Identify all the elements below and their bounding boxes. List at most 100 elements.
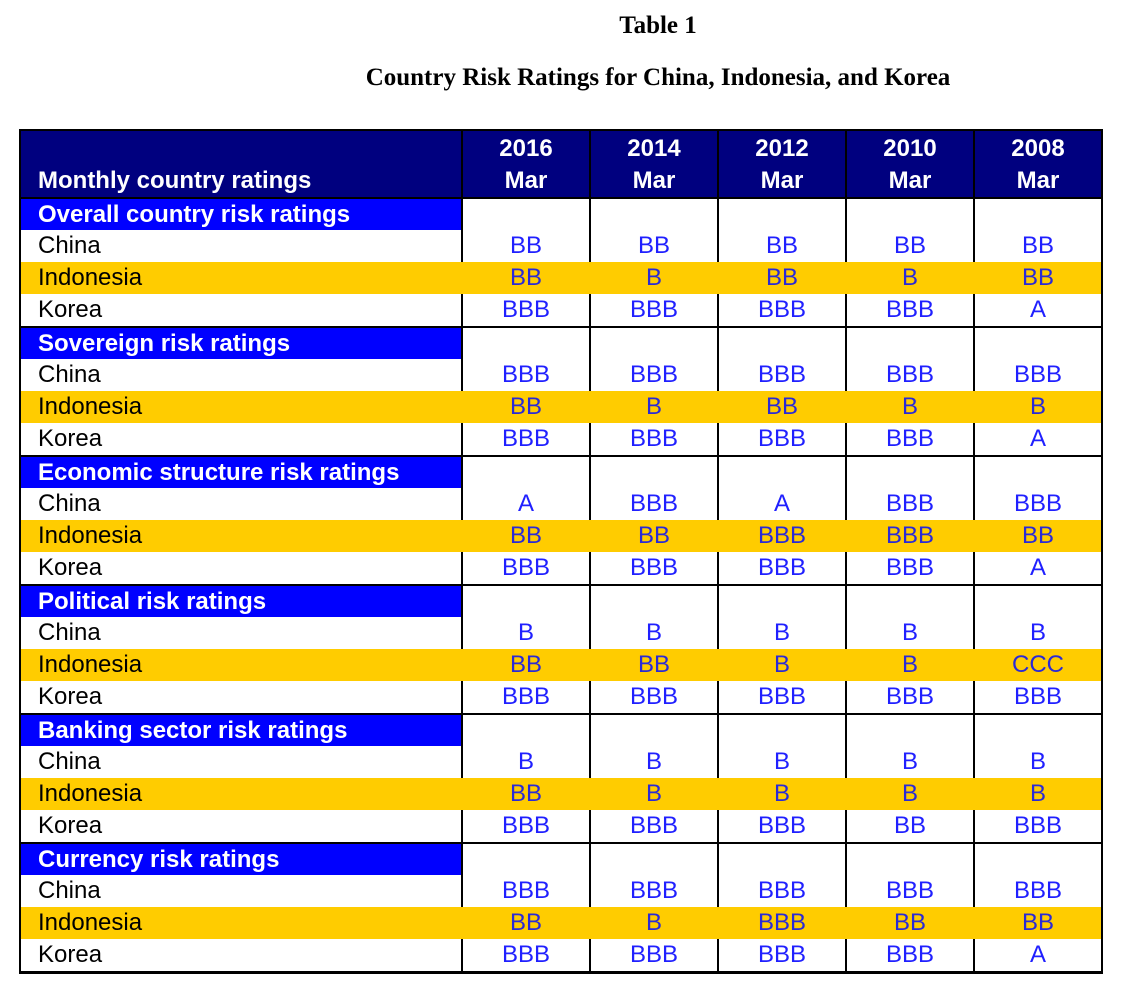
- header-column-2010: 2010 Mar: [845, 130, 974, 198]
- rating-cell: B: [461, 746, 590, 778]
- rating-cell: B: [589, 778, 718, 810]
- rating-cell: BBB: [589, 423, 718, 456]
- header-year: 2012: [755, 135, 809, 162]
- header-row: Monthly country ratings 2016 Mar 2014 Ma…: [19, 130, 1102, 198]
- rating-cell: BB: [589, 649, 718, 681]
- rating-cell: BBB: [845, 423, 974, 456]
- rating-cell: BBB: [973, 681, 1102, 714]
- section-header-row: Political risk ratings: [20, 584, 1102, 617]
- rating-cell: BBB: [717, 939, 846, 974]
- rating-cell: B: [845, 262, 974, 294]
- rating-cell: BB: [973, 520, 1102, 552]
- section-header-row: Sovereign risk ratings: [20, 326, 1102, 359]
- rating-cell: BBB: [845, 294, 974, 327]
- section-header-row: Currency risk ratings: [20, 842, 1102, 875]
- rating-cell: BBB: [717, 520, 846, 552]
- rating-cell: A: [973, 294, 1102, 327]
- rating-cell: B: [717, 617, 846, 649]
- rating-cell: BB: [461, 262, 590, 294]
- section-title: Political risk ratings: [20, 584, 462, 617]
- section-blank-cell: [589, 455, 718, 488]
- rating-cell: BBB: [461, 294, 590, 327]
- rating-cell: BB: [461, 230, 590, 262]
- section-blank-cell: [461, 713, 590, 746]
- rating-cell: BBB: [845, 681, 974, 714]
- country-name: Indonesia: [20, 778, 462, 810]
- country-name: Korea: [38, 683, 103, 710]
- section-header-row: Overall country risk ratings: [20, 197, 1102, 230]
- section-blank-cell: [973, 326, 1102, 359]
- section-blank-cell: [589, 584, 718, 617]
- rating-cell: BB: [973, 230, 1102, 262]
- header-column-2014: 2014 Mar: [589, 130, 718, 198]
- country-name: Indonesia: [20, 649, 462, 681]
- rating-cell: BBB: [717, 423, 846, 456]
- table-row: Indonesia BB BB B B CCC: [20, 649, 1102, 681]
- rating-cell: BBB: [973, 488, 1102, 520]
- rating-cell: B: [589, 262, 718, 294]
- rating-cell: BB: [589, 520, 718, 552]
- rating-cell: BBB: [717, 907, 846, 939]
- rating-cell: BBB: [461, 359, 590, 391]
- rating-cell: A: [461, 488, 590, 520]
- section-blank-cell: [589, 197, 718, 230]
- section-blank-cell: [973, 842, 1102, 875]
- table-row: Korea BBB BBB BBB BBB A: [20, 423, 1102, 456]
- table-row: China B B B B B: [20, 617, 1102, 649]
- rating-cell: B: [973, 617, 1102, 649]
- header-column-2012: 2012 Mar: [717, 130, 846, 198]
- rating-cell: BB: [461, 907, 590, 939]
- section-blank-cell: [845, 842, 974, 875]
- table-row: Korea BBB BBB BBB BBB BBB: [20, 681, 1102, 714]
- section-blank-cell: [461, 455, 590, 488]
- rating-cell: BBB: [973, 875, 1102, 907]
- rating-cell: BB: [973, 907, 1102, 939]
- table-row: Korea BBB BBB BBB BBB A: [20, 294, 1102, 327]
- rating-cell: BB: [589, 230, 718, 262]
- table-row: China A BBB A BBB BBB: [20, 488, 1102, 520]
- section-blank-cell: [717, 326, 846, 359]
- rating-cell: BB: [845, 230, 974, 262]
- section-blank-cell: [589, 326, 718, 359]
- header-month: Mar: [1016, 167, 1060, 194]
- rating-cell: B: [973, 391, 1102, 423]
- rating-cell: B: [845, 617, 974, 649]
- rating-cell: BBB: [589, 294, 718, 327]
- rating-cell: A: [973, 939, 1102, 974]
- country-name: Indonesia: [20, 520, 462, 552]
- header-month: Mar: [504, 167, 548, 194]
- rating-cell: B: [717, 778, 846, 810]
- country-name: Korea: [38, 425, 103, 452]
- header-year: 2010: [883, 135, 937, 162]
- rating-cell: BBB: [717, 552, 846, 585]
- section-header-row: Economic structure risk ratings: [20, 455, 1102, 488]
- rating-cell: BBB: [845, 552, 974, 585]
- country-name: China: [38, 361, 101, 388]
- table-row: China BBB BBB BBB BBB BBB: [20, 359, 1102, 391]
- table-row: Indonesia BB BB BBB BBB BB: [20, 520, 1102, 552]
- section-blank-cell: [973, 584, 1102, 617]
- section-blank-cell: [845, 584, 974, 617]
- rating-cell: BB: [973, 262, 1102, 294]
- rating-cell: B: [845, 778, 974, 810]
- section-blank-cell: [461, 326, 590, 359]
- rating-cell: B: [461, 617, 590, 649]
- header-year: 2014: [627, 135, 681, 162]
- rating-cell: BB: [461, 778, 590, 810]
- rating-cell: CCC: [973, 649, 1102, 681]
- rating-cell: B: [717, 649, 846, 681]
- rating-cell: BB: [717, 262, 846, 294]
- country-name: Indonesia: [20, 262, 462, 294]
- section-title: Sovereign risk ratings: [20, 326, 462, 359]
- rating-cell: BBB: [461, 810, 590, 843]
- table-row: Indonesia BB B BBB BB BB: [20, 907, 1102, 939]
- header-month: Mar: [632, 167, 676, 194]
- rating-cell: BBB: [589, 810, 718, 843]
- rating-cell: B: [845, 649, 974, 681]
- country-name: China: [38, 490, 101, 517]
- country-name: Korea: [38, 812, 103, 839]
- rating-cell: BBB: [589, 939, 718, 974]
- header-label: Monthly country ratings: [19, 130, 462, 198]
- rating-cell: BB: [461, 520, 590, 552]
- table-number: Table 1: [619, 12, 697, 39]
